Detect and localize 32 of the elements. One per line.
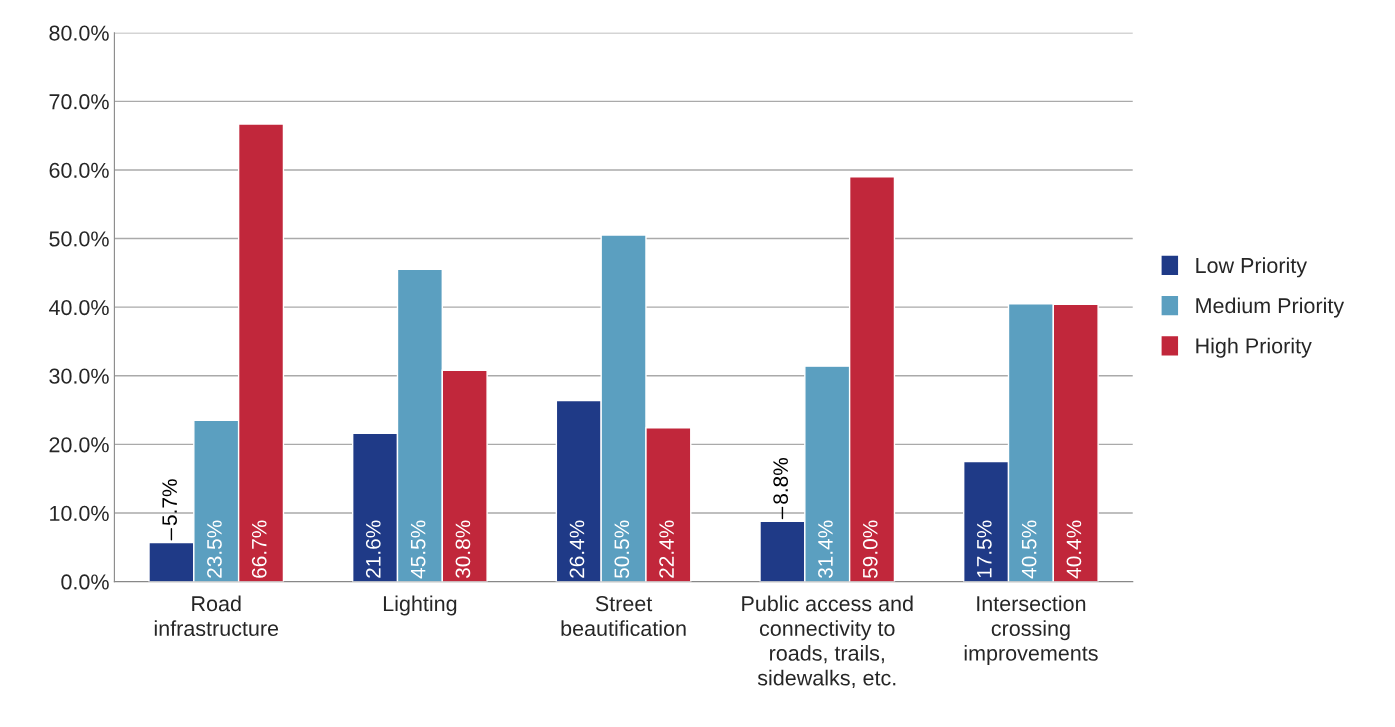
y-tick-label: 70.0% — [49, 94, 109, 110]
data-label: 45.5% — [410, 520, 426, 579]
data-label: 59.0% — [862, 520, 878, 579]
y-tick-label: 60.0% — [49, 162, 109, 178]
x-tick-label: Lighting — [383, 595, 457, 616]
legend-label: Low Priority — [1196, 257, 1307, 278]
data-label: 5.7% — [162, 479, 178, 526]
data-label: 40.5% — [1021, 520, 1037, 579]
x-tick-label: Street beautification — [561, 596, 686, 637]
legend-label: High Priority — [1196, 337, 1312, 358]
x-tick-label: Road infrastructure — [154, 595, 279, 637]
data-label: 23.5% — [207, 520, 222, 578]
data-label: 31.4% — [818, 520, 833, 579]
y-tick-label: 50.0% — [49, 231, 109, 247]
data-label: 21.6% — [365, 520, 381, 578]
x-tick-label: Public access and connectivity to roads, trails, sidewalks, etc. — [742, 595, 913, 689]
data-label: 50.5% — [614, 520, 630, 579]
y-tick-label: 10.0% — [50, 505, 109, 521]
data-label: 40.4% — [1066, 520, 1082, 579]
data-label: 26.4% — [569, 520, 585, 578]
y-tick-label: 80.0% — [49, 25, 109, 41]
y-tick-label: 40.0% — [48, 299, 109, 316]
x-tick-label: Intersection crossing improvements — [964, 595, 1098, 666]
data-label: 22.4% — [659, 520, 674, 578]
y-tick-label: 20.0% — [49, 437, 109, 453]
legend-label: Medium Priority — [1196, 297, 1345, 318]
y-tick-label: 30.0% — [49, 368, 109, 384]
y-tick-label: 0.0% — [61, 574, 109, 590]
data-label: 17.5% — [977, 520, 992, 578]
data-label: 30.8% — [455, 520, 471, 579]
data-label: 8.8% — [773, 458, 789, 504]
data-label: 66.7% — [251, 520, 267, 578]
